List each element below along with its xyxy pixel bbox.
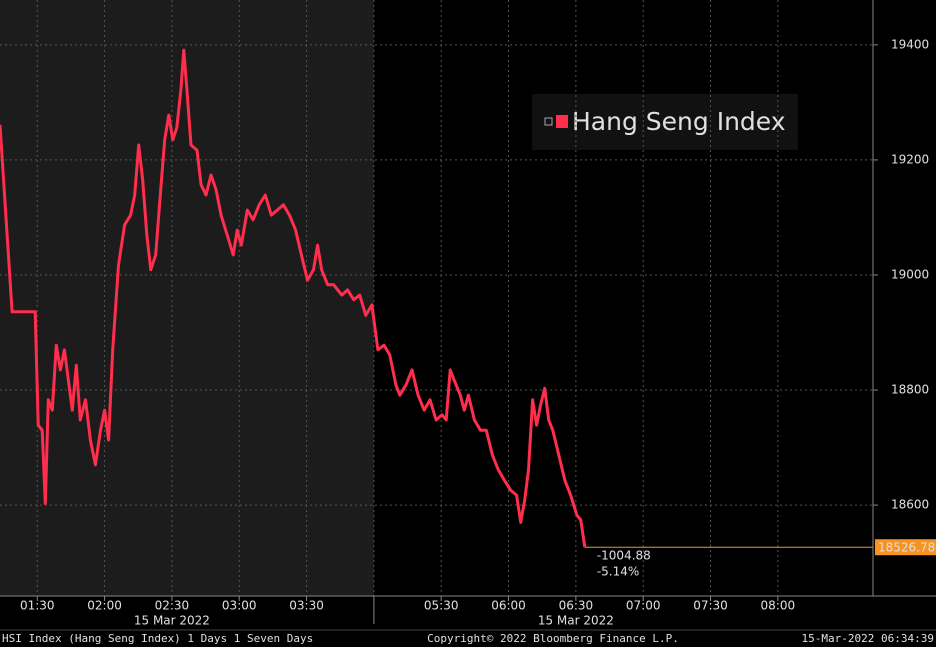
change-annotation: -5.14%: [597, 565, 639, 579]
x-date-label: 15 Mar 2022: [134, 614, 210, 628]
x-tick-label: 05:30: [424, 599, 459, 613]
x-tick-label: 08:00: [761, 599, 796, 613]
y-tick-label: 19000: [891, 267, 929, 281]
x-tick-label: 01:30: [20, 599, 55, 613]
x-date-label: 15 Mar 2022: [538, 614, 614, 628]
x-tick-label: 02:30: [155, 599, 190, 613]
x-tick-label: 06:00: [491, 599, 526, 613]
y-tick-label: 18600: [891, 498, 929, 512]
series-line: [0, 48, 587, 548]
footer-left: HSI Index (Hang Seng Index) 1 Days 1 Sev…: [2, 632, 313, 645]
y-tick-label: 18800: [891, 383, 929, 397]
x-tick-label: 06:30: [559, 599, 594, 613]
footer-center: Copyright© 2022 Bloomberg Finance L.P.: [427, 632, 679, 645]
legend-toggle[interactable]: [544, 117, 553, 126]
last-value-box: [875, 539, 936, 556]
x-tick-label: 03:30: [289, 599, 324, 613]
legend-swatch: [556, 115, 568, 128]
legend-label: Hang Seng Index: [572, 107, 786, 136]
y-tick-label: 19400: [891, 37, 929, 51]
x-tick-label: 03:00: [222, 599, 257, 613]
y-tick-label: 19200: [891, 152, 929, 166]
change-annotation: -1004.88: [597, 549, 651, 563]
x-tick-label: 02:00: [87, 599, 122, 613]
x-tick-label: 07:00: [626, 599, 661, 613]
last-value-label: 18526.78: [878, 541, 935, 555]
footer-right: 15-Mar-2022 06:34:39: [802, 632, 934, 645]
x-tick-label: 07:30: [693, 599, 728, 613]
